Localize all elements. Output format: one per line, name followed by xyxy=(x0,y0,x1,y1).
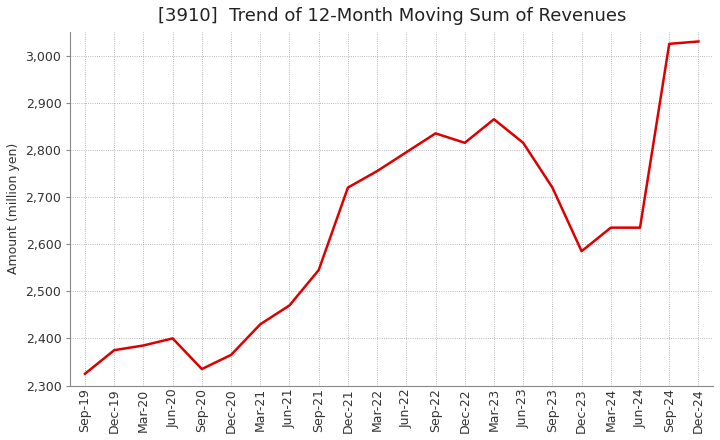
Title: [3910]  Trend of 12-Month Moving Sum of Revenues: [3910] Trend of 12-Month Moving Sum of R… xyxy=(158,7,626,25)
Y-axis label: Amount (million yen): Amount (million yen) xyxy=(7,143,20,275)
